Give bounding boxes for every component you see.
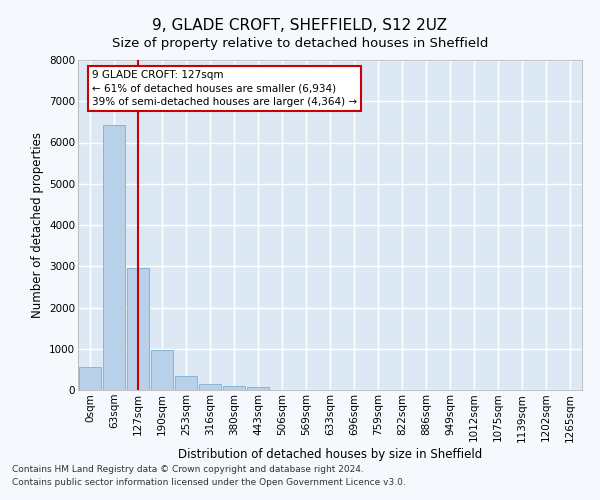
Bar: [79, 368, 101, 390]
Text: 9 GLADE CROFT: 127sqm
← 61% of detached houses are smaller (6,934)
39% of semi-d: 9 GLADE CROFT: 127sqm ← 61% of detached …: [92, 70, 357, 106]
Bar: [151, 350, 173, 390]
X-axis label: Distribution of detached houses by size in Sheffield: Distribution of detached houses by size …: [178, 448, 482, 462]
Text: Contains HM Land Registry data © Crown copyright and database right 2024.: Contains HM Land Registry data © Crown c…: [12, 466, 364, 474]
Bar: [247, 387, 269, 390]
Bar: [223, 386, 245, 390]
Bar: [175, 376, 197, 390]
Y-axis label: Number of detached properties: Number of detached properties: [31, 132, 44, 318]
Text: 9, GLADE CROFT, SHEFFIELD, S12 2UZ: 9, GLADE CROFT, SHEFFIELD, S12 2UZ: [152, 18, 448, 32]
Text: Contains public sector information licensed under the Open Government Licence v3: Contains public sector information licen…: [12, 478, 406, 487]
Bar: [199, 384, 221, 390]
Bar: [127, 268, 149, 390]
Text: Size of property relative to detached houses in Sheffield: Size of property relative to detached ho…: [112, 38, 488, 51]
Bar: [103, 125, 125, 390]
